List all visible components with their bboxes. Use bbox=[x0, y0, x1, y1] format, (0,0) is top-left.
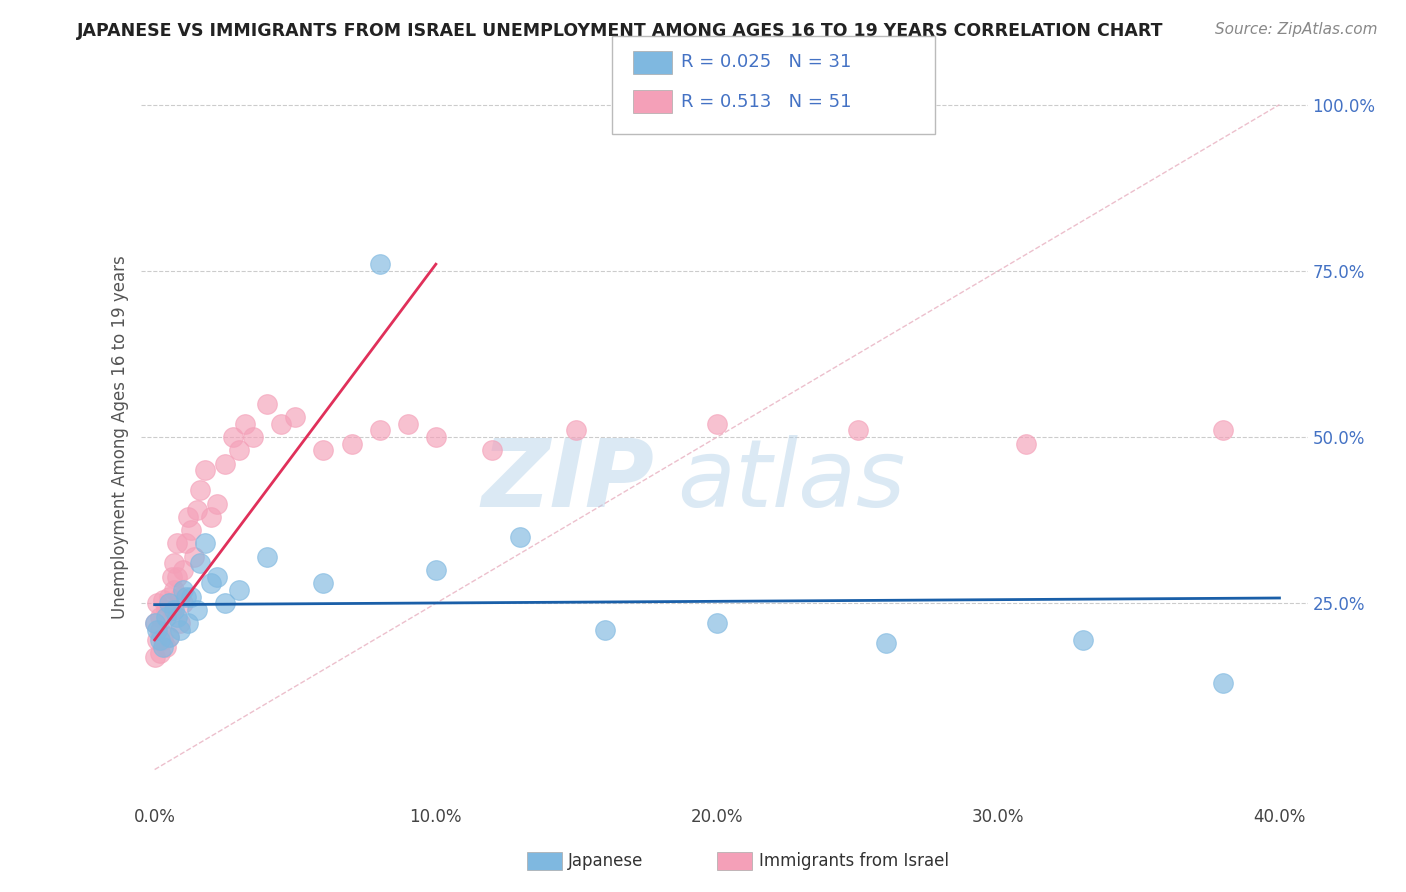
Text: R = 0.025   N = 31: R = 0.025 N = 31 bbox=[681, 54, 851, 71]
Point bbox=[1212, 676, 1234, 690]
Point bbox=[149, 646, 172, 660]
Point bbox=[160, 603, 183, 617]
Point bbox=[160, 570, 183, 584]
Point bbox=[222, 430, 245, 444]
Point bbox=[1071, 632, 1094, 647]
Point bbox=[875, 636, 897, 650]
Point bbox=[157, 590, 180, 604]
Point bbox=[194, 463, 217, 477]
Point bbox=[481, 443, 503, 458]
Text: Source: ZipAtlas.com: Source: ZipAtlas.com bbox=[1215, 22, 1378, 37]
Point bbox=[180, 590, 202, 604]
Point bbox=[155, 640, 177, 654]
Point bbox=[163, 603, 186, 617]
Text: atlas: atlas bbox=[678, 435, 905, 526]
Point bbox=[188, 483, 211, 498]
Point bbox=[1015, 436, 1038, 450]
Point bbox=[256, 549, 278, 564]
Point bbox=[172, 596, 194, 610]
Point bbox=[593, 623, 616, 637]
Point bbox=[368, 257, 391, 271]
Point bbox=[186, 503, 208, 517]
Text: JAPANESE VS IMMIGRANTS FROM ISRAEL UNEMPLOYMENT AMONG AGES 16 TO 19 YEARS CORREL: JAPANESE VS IMMIGRANTS FROM ISRAEL UNEMP… bbox=[77, 22, 1164, 40]
Point bbox=[166, 570, 188, 584]
Point bbox=[340, 436, 363, 450]
Point bbox=[149, 609, 172, 624]
Point bbox=[509, 530, 531, 544]
Point bbox=[177, 616, 200, 631]
Point bbox=[242, 430, 264, 444]
Point bbox=[565, 424, 588, 438]
Point bbox=[706, 417, 728, 431]
Point bbox=[284, 410, 307, 425]
Point bbox=[157, 630, 180, 644]
Point bbox=[152, 640, 174, 654]
Point bbox=[233, 417, 256, 431]
Text: R = 0.513   N = 51: R = 0.513 N = 51 bbox=[681, 93, 851, 111]
Point bbox=[143, 616, 166, 631]
Point bbox=[312, 443, 335, 458]
Point bbox=[169, 590, 191, 604]
Point bbox=[172, 582, 194, 597]
Text: Japanese: Japanese bbox=[568, 852, 644, 870]
Point bbox=[706, 616, 728, 631]
Point bbox=[256, 397, 278, 411]
Point bbox=[155, 609, 177, 624]
Point bbox=[183, 549, 205, 564]
Text: Immigrants from Israel: Immigrants from Israel bbox=[759, 852, 949, 870]
Point bbox=[214, 457, 236, 471]
Point bbox=[143, 649, 166, 664]
Point bbox=[163, 582, 186, 597]
Point bbox=[174, 590, 197, 604]
Point bbox=[152, 632, 174, 647]
Point bbox=[205, 570, 228, 584]
Point bbox=[186, 603, 208, 617]
Point bbox=[270, 417, 292, 431]
Point bbox=[214, 596, 236, 610]
Point bbox=[228, 443, 250, 458]
Point bbox=[169, 623, 191, 637]
Point bbox=[846, 424, 869, 438]
Point bbox=[143, 616, 166, 631]
Point bbox=[146, 596, 169, 610]
Point bbox=[157, 630, 180, 644]
Point bbox=[200, 576, 222, 591]
Point bbox=[157, 596, 180, 610]
Point bbox=[180, 523, 202, 537]
Point bbox=[146, 632, 169, 647]
Point bbox=[172, 563, 194, 577]
Point bbox=[188, 557, 211, 571]
Point bbox=[425, 430, 447, 444]
Text: ZIP: ZIP bbox=[481, 435, 654, 527]
Point bbox=[163, 557, 186, 571]
Point bbox=[205, 497, 228, 511]
Y-axis label: Unemployment Among Ages 16 to 19 years: Unemployment Among Ages 16 to 19 years bbox=[111, 255, 129, 619]
Point bbox=[166, 609, 188, 624]
Point bbox=[174, 536, 197, 550]
Point bbox=[312, 576, 335, 591]
Point bbox=[228, 582, 250, 597]
Point bbox=[396, 417, 419, 431]
Point bbox=[194, 536, 217, 550]
Point bbox=[368, 424, 391, 438]
Point bbox=[200, 509, 222, 524]
Point bbox=[155, 603, 177, 617]
Point bbox=[149, 623, 172, 637]
Point bbox=[166, 536, 188, 550]
Point bbox=[169, 616, 191, 631]
Point bbox=[177, 509, 200, 524]
Point bbox=[1212, 424, 1234, 438]
Point bbox=[152, 593, 174, 607]
Point bbox=[425, 563, 447, 577]
Point bbox=[146, 623, 169, 637]
Point bbox=[149, 632, 172, 647]
